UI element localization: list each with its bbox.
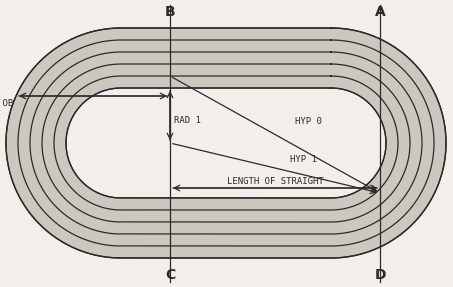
Text: LENGTH OF STRAIGHT: LENGTH OF STRAIGHT [226, 177, 323, 186]
Text: RAD OB: RAD OB [0, 99, 13, 108]
Text: C: C [165, 268, 175, 282]
Text: HYP 1: HYP 1 [290, 155, 317, 164]
Text: B: B [165, 5, 175, 19]
Text: HYP 0: HYP 0 [295, 117, 322, 127]
Text: RAD 1: RAD 1 [174, 116, 201, 125]
Text: D: D [374, 268, 386, 282]
Polygon shape [66, 88, 386, 198]
Text: A: A [375, 5, 386, 19]
Polygon shape [6, 28, 446, 258]
